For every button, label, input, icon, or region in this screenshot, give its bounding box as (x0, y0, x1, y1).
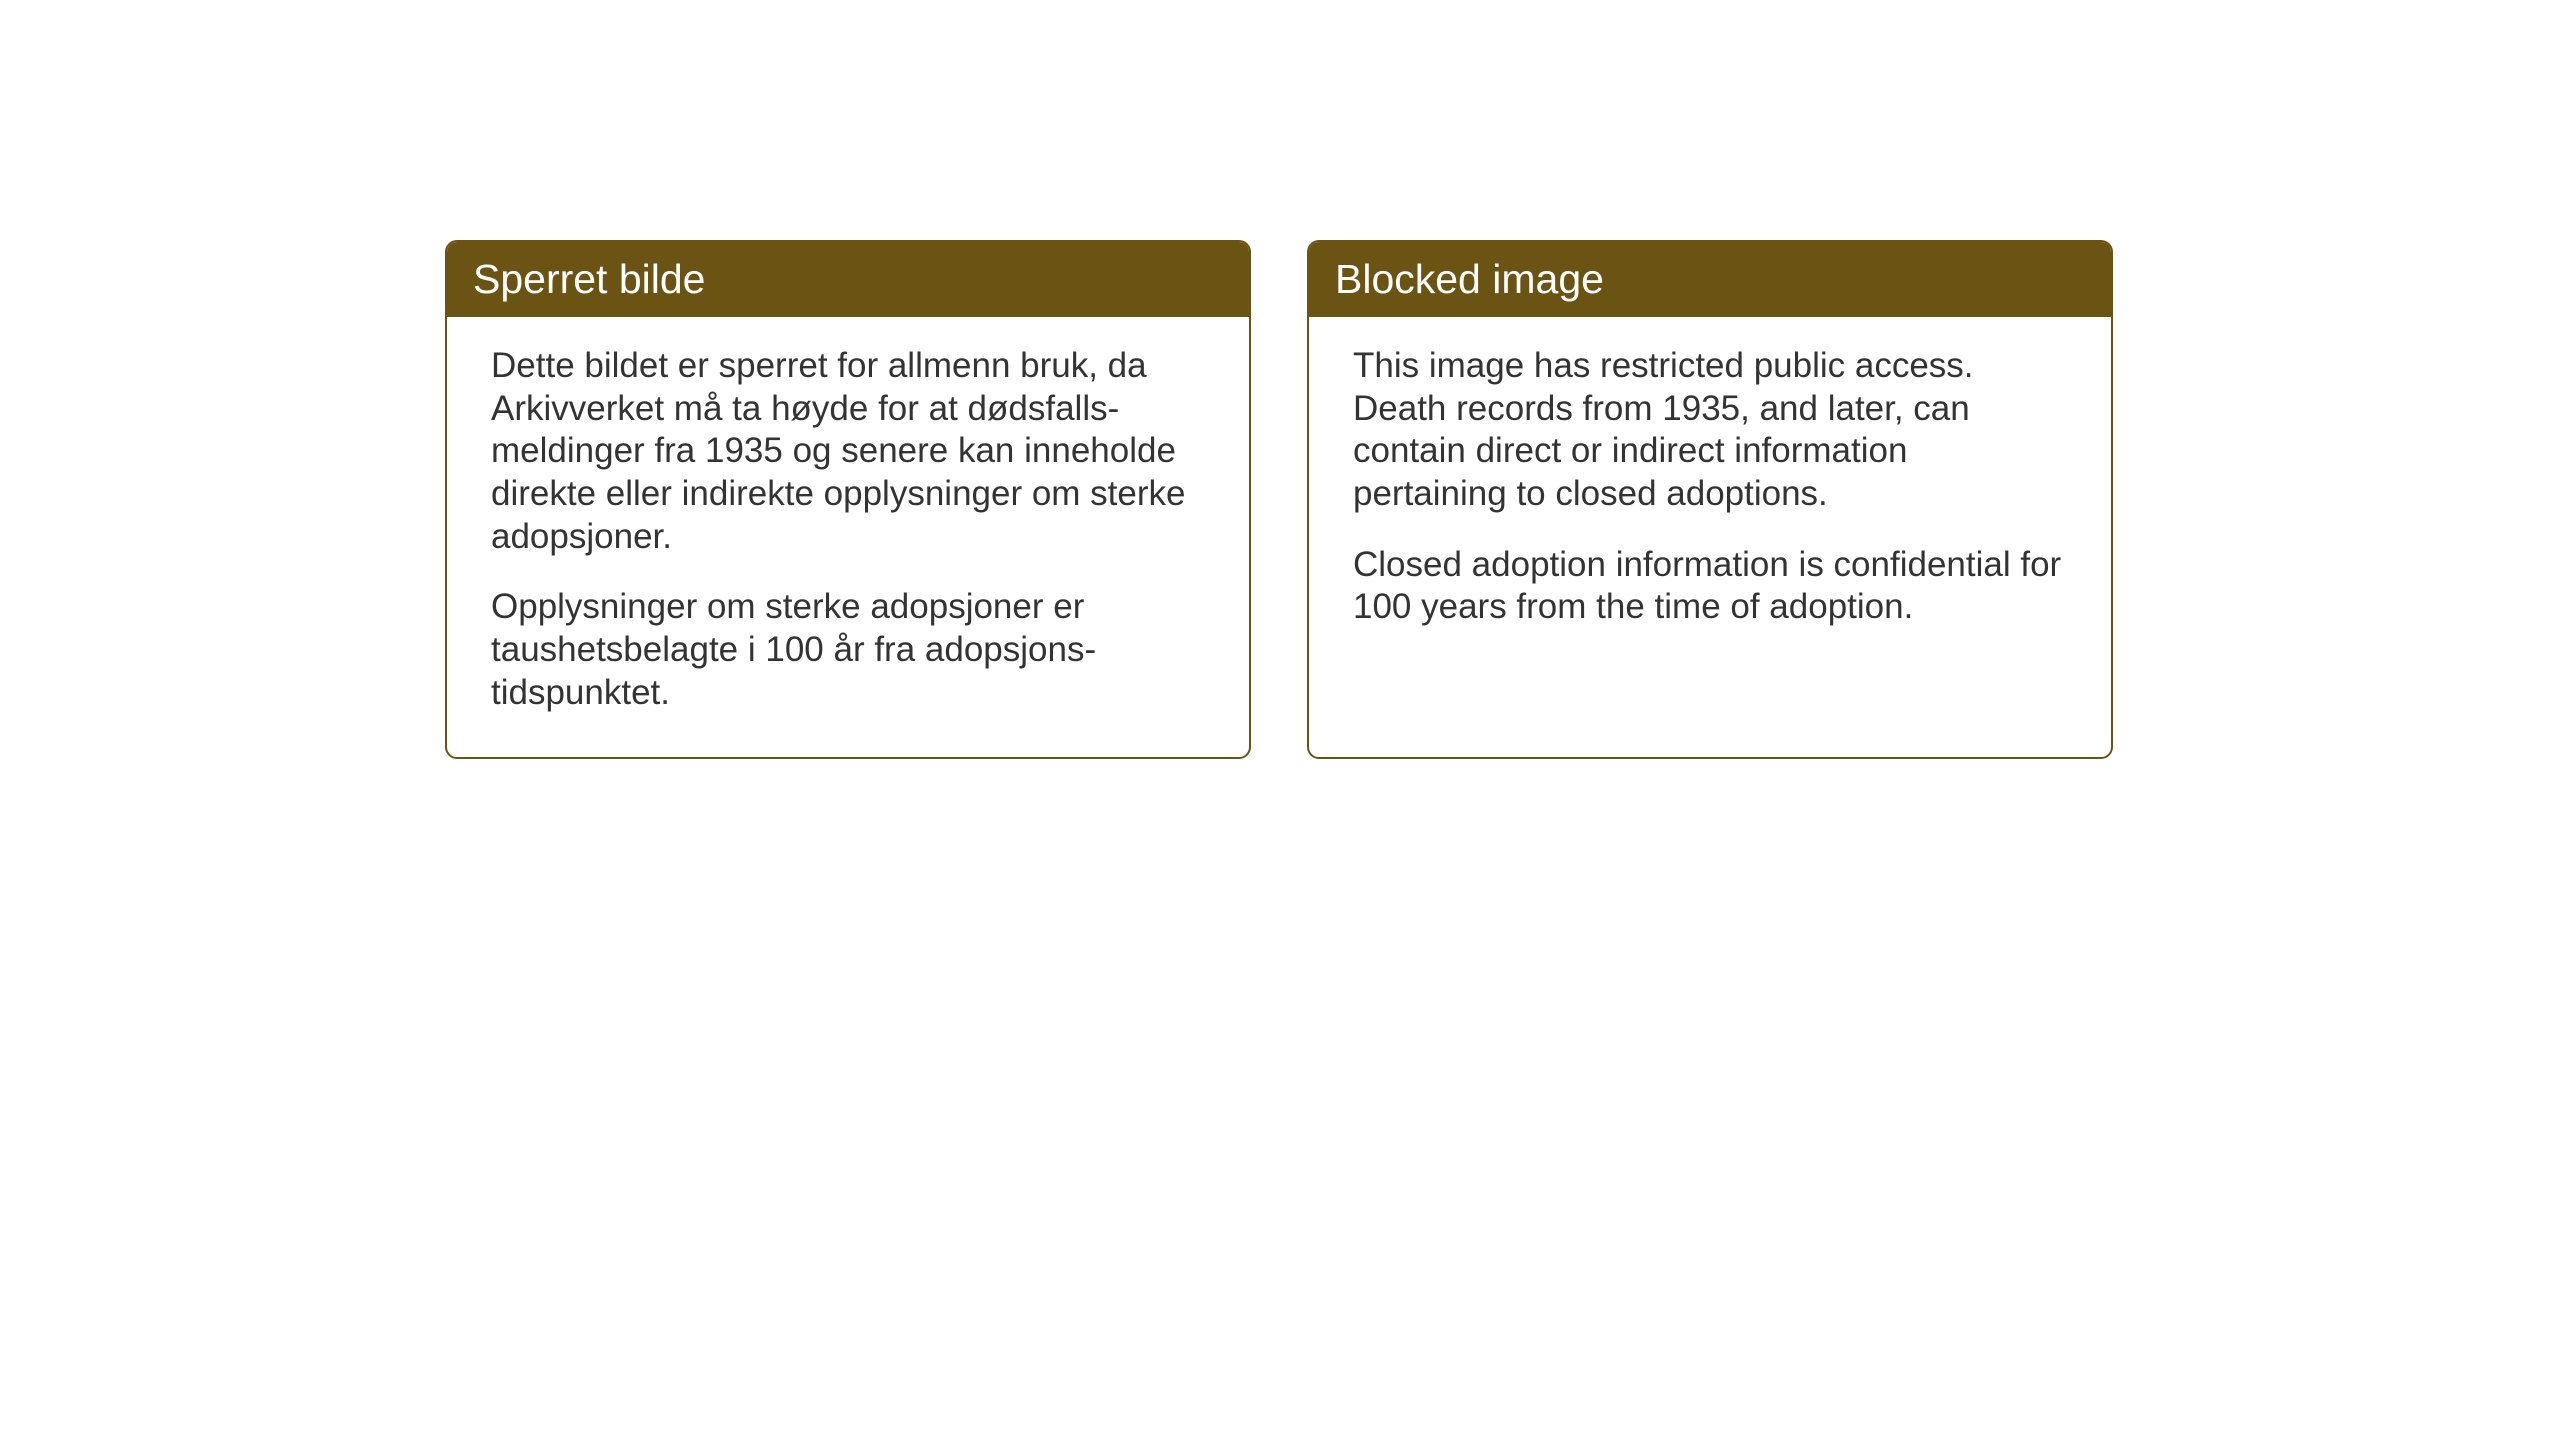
card-header-english: Blocked image (1309, 242, 2111, 317)
card-paragraph: Dette bildet er sperret for allmenn bruk… (491, 345, 1205, 558)
card-body-norwegian: Dette bildet er sperret for allmenn bruk… (447, 317, 1249, 757)
card-header-norwegian: Sperret bilde (447, 242, 1249, 317)
card-paragraph: This image has restricted public access.… (1353, 345, 2067, 516)
card-title: Blocked image (1335, 256, 1604, 302)
notice-card-english: Blocked image This image has restricted … (1307, 240, 2113, 759)
card-body-english: This image has restricted public access.… (1309, 317, 2111, 671)
notice-container: Sperret bilde Dette bildet er sperret fo… (445, 240, 2113, 759)
card-paragraph: Closed adoption information is confident… (1353, 544, 2067, 629)
card-title: Sperret bilde (473, 256, 705, 302)
notice-card-norwegian: Sperret bilde Dette bildet er sperret fo… (445, 240, 1251, 759)
card-paragraph: Opplysninger om sterke adopsjoner er tau… (491, 586, 1205, 714)
